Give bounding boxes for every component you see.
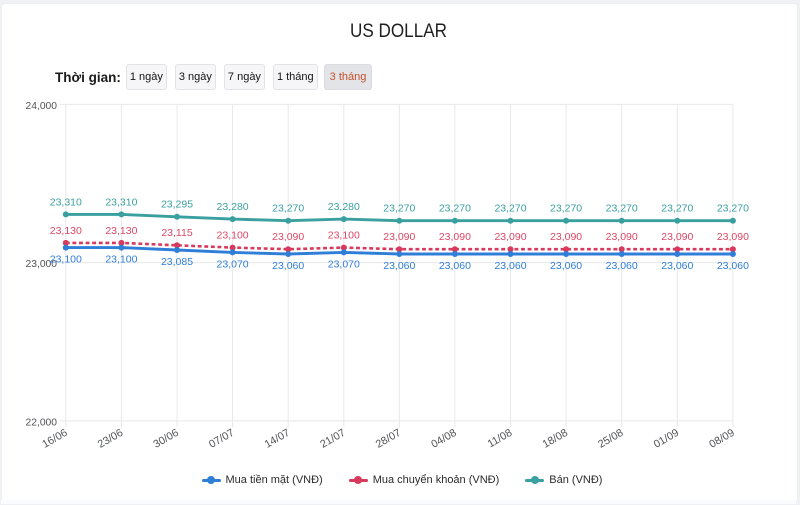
svg-text:23,100: 23,100 (50, 254, 82, 266)
svg-text:01/09: 01/09 (652, 427, 681, 451)
svg-text:23,270: 23,270 (606, 203, 638, 215)
svg-text:23,090: 23,090 (494, 231, 526, 243)
svg-text:23,115: 23,115 (161, 227, 192, 239)
svg-text:25/08: 25/08 (596, 427, 625, 451)
svg-text:23,270: 23,270 (550, 203, 582, 215)
svg-text:23,270: 23,270 (439, 203, 471, 215)
svg-text:23,270: 23,270 (383, 203, 415, 215)
svg-text:04/08: 04/08 (429, 427, 458, 451)
svg-text:23,270: 23,270 (494, 203, 526, 215)
svg-text:23,070: 23,070 (217, 258, 249, 270)
svg-text:23,090: 23,090 (383, 231, 415, 243)
svg-text:23,000: 23,000 (26, 259, 58, 270)
svg-text:23,085: 23,085 (161, 256, 193, 268)
svg-text:23,100: 23,100 (217, 230, 249, 242)
svg-text:28/07: 28/07 (374, 427, 403, 451)
svg-text:23,060: 23,060 (661, 260, 693, 272)
svg-text:24,000: 24,000 (26, 101, 58, 112)
svg-text:16/06: 16/06 (40, 427, 69, 451)
svg-text:23,090: 23,090 (606, 231, 638, 243)
svg-text:23,270: 23,270 (661, 203, 693, 215)
svg-text:23,090: 23,090 (717, 231, 749, 243)
svg-text:22,000: 22,000 (26, 418, 58, 429)
svg-text:23,060: 23,060 (550, 260, 582, 272)
svg-text:23,070: 23,070 (328, 258, 360, 270)
svg-text:23,060: 23,060 (383, 260, 415, 272)
svg-text:23,060: 23,060 (494, 260, 526, 272)
svg-text:23,090: 23,090 (439, 231, 471, 243)
svg-text:23/06: 23/06 (96, 427, 125, 451)
svg-text:07/07: 07/07 (207, 427, 236, 451)
svg-text:30/06: 30/06 (151, 427, 180, 451)
svg-text:23,280: 23,280 (217, 201, 249, 213)
svg-text:23,310: 23,310 (50, 196, 82, 208)
svg-text:23,060: 23,060 (272, 260, 304, 272)
svg-text:23,060: 23,060 (439, 260, 471, 272)
svg-text:23,090: 23,090 (550, 231, 582, 243)
svg-text:08/09: 08/09 (707, 427, 736, 451)
svg-text:23,270: 23,270 (717, 203, 749, 215)
svg-text:11/08: 11/08 (486, 427, 515, 451)
svg-text:23,130: 23,130 (105, 225, 137, 237)
svg-text:18/08: 18/08 (540, 427, 569, 451)
svg-text:23,310: 23,310 (105, 196, 137, 208)
svg-text:23,270: 23,270 (272, 203, 304, 215)
svg-text:23,060: 23,060 (717, 260, 749, 272)
svg-text:23,090: 23,090 (661, 231, 693, 243)
svg-text:23,295: 23,295 (161, 199, 193, 211)
svg-text:23,090: 23,090 (272, 231, 304, 243)
svg-text:23,060: 23,060 (606, 260, 638, 272)
svg-text:21/07: 21/07 (318, 427, 347, 451)
svg-text:23,280: 23,280 (328, 201, 360, 213)
svg-text:23,100: 23,100 (328, 230, 360, 242)
svg-text:14/07: 14/07 (263, 427, 292, 451)
svg-text:23,130: 23,130 (50, 225, 82, 237)
svg-text:23,100: 23,100 (105, 254, 137, 266)
